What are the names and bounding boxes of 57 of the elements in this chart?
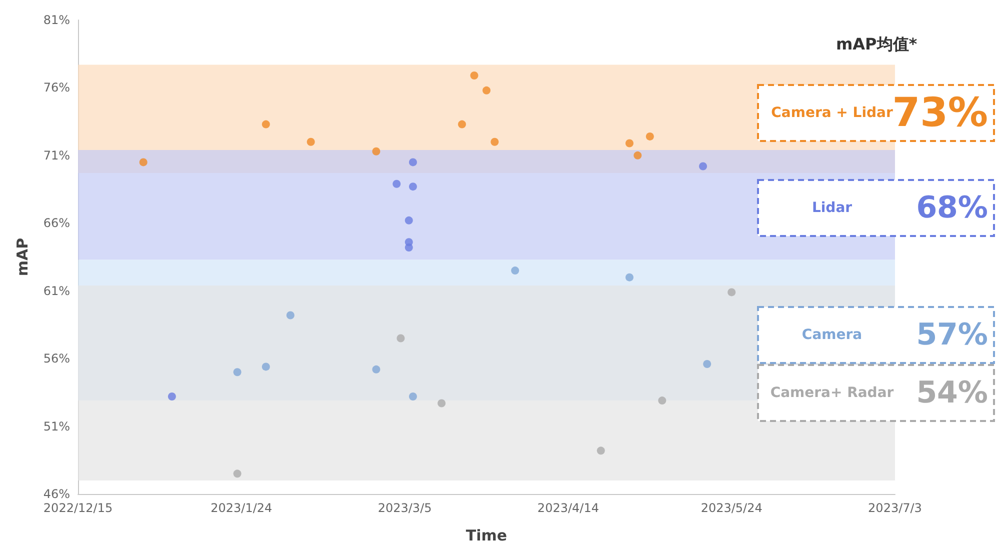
point (625, 139, 634, 148)
point (306, 138, 315, 146)
point (511, 266, 520, 275)
point (699, 162, 708, 170)
point (286, 311, 294, 320)
point (458, 120, 466, 128)
point (728, 288, 736, 296)
x-tick-label: 2023/3/5 (378, 501, 432, 515)
point (404, 244, 413, 252)
point (262, 120, 270, 128)
point (625, 273, 634, 282)
x-tick-label: 2023/4/14 (537, 501, 599, 515)
y-tick-label: 46% (43, 487, 70, 501)
y-tick-label: 56% (43, 352, 70, 366)
x-tick-label: 2023/5/24 (700, 501, 762, 515)
point (482, 86, 490, 94)
y-tick-label: 71% (43, 148, 70, 162)
annotation: 73% (892, 90, 988, 136)
point (703, 360, 712, 368)
text: Lidar (812, 200, 852, 216)
text: Camera (802, 327, 862, 343)
point (646, 132, 654, 140)
point (396, 334, 405, 342)
legend-title: mAP均值* (836, 34, 918, 54)
text: Camera + Lidar (771, 105, 893, 121)
x-tick-label: 2022/12/15 (43, 501, 113, 515)
point (408, 392, 417, 400)
point (658, 396, 666, 405)
text: 54% (916, 376, 988, 410)
point (168, 392, 176, 400)
point (372, 147, 380, 156)
point (404, 216, 413, 224)
point (233, 368, 242, 376)
x-tick-label: 2023/1/24 (210, 501, 272, 515)
point (490, 138, 499, 146)
point (139, 158, 148, 166)
point (634, 151, 642, 160)
y-tick-label: 66% (43, 216, 70, 230)
y-tick-label: 61% (43, 284, 70, 298)
point (408, 158, 417, 166)
point (372, 365, 380, 374)
point (262, 362, 270, 371)
y-tick-label: 76% (43, 80, 70, 95)
y-axis-title: mAP (14, 238, 32, 276)
text: Camera+ Radar (770, 385, 894, 401)
point (408, 182, 417, 191)
point (233, 470, 242, 478)
x-axis-title: Time (466, 526, 508, 544)
point (596, 446, 605, 455)
point (392, 180, 401, 188)
y-tick-label: 51% (43, 419, 70, 434)
x-tick-label: 2023/7/3 (868, 501, 922, 515)
text: 57% (916, 318, 988, 352)
point (470, 72, 478, 80)
text: 68% (916, 190, 988, 226)
point (438, 399, 446, 408)
y-tick-label: 81% (43, 13, 70, 27)
